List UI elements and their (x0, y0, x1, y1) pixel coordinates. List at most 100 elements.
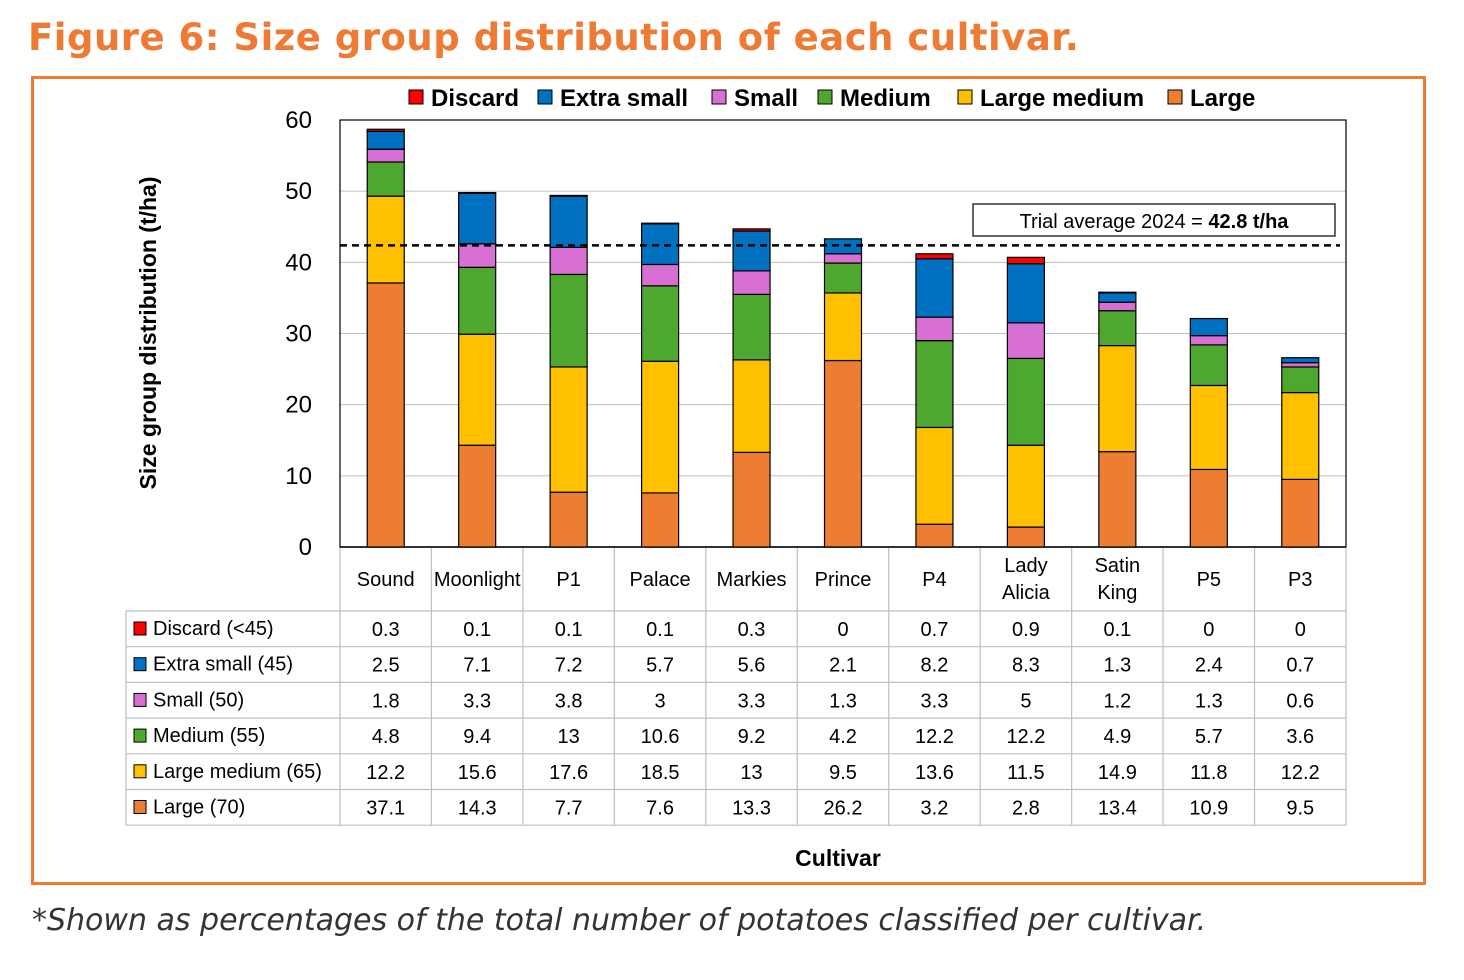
data-label: 9.4 (463, 726, 491, 748)
data-label: 4.8 (372, 726, 400, 748)
table-legend-swatch (133, 692, 147, 707)
data-label: 3.2 (921, 798, 949, 820)
trial-average-value: 42.8 t/ha (1208, 211, 1289, 233)
data-label: 9.2 (738, 726, 766, 748)
data-label: 0.7 (1286, 655, 1314, 677)
trial-average-text: Trial average 2024 = (1020, 211, 1209, 233)
bar-segment-large (1006, 526, 1046, 548)
bar-segment-large-medium (1098, 344, 1137, 453)
y-tick-label: 0 (299, 534, 312, 561)
data-label: 8.3 (1012, 655, 1040, 677)
bar-segment-extra-small (366, 130, 405, 150)
bar-segment-discard (640, 222, 680, 225)
y-tick-label: 30 (285, 321, 312, 348)
bar-segment-extra-small (732, 230, 771, 272)
bar-segment-small (732, 270, 771, 295)
data-label: 2.1 (829, 655, 857, 677)
legend-label: Extra small (560, 85, 688, 112)
data-label: 37.1 (366, 798, 405, 820)
legend-swatch (408, 89, 424, 105)
bar-segment-large-medium (1006, 444, 1046, 528)
data-label: 26.2 (824, 798, 863, 820)
data-label: 0.3 (738, 619, 766, 641)
data-label: 2.8 (1012, 798, 1040, 820)
legend-label: Large (1190, 85, 1255, 112)
bar-segment-extra-small (1006, 263, 1046, 324)
bar-segment-extra-small (1189, 317, 1228, 337)
table-legend-swatch (133, 621, 147, 636)
data-label: 7.6 (646, 798, 674, 820)
bar-segment-large (458, 444, 497, 548)
data-label: 3.8 (555, 690, 583, 712)
legend-swatch (711, 89, 727, 105)
data-label: 13 (740, 762, 762, 784)
category-label: Palace (630, 569, 691, 591)
category-label: Sound (357, 569, 415, 591)
data-label: 1.3 (1103, 655, 1131, 677)
table-legend-swatch (133, 657, 147, 672)
bar-segment-small (366, 148, 405, 163)
category-label: P5 (1197, 569, 1221, 591)
bar-segment-large-medium (1281, 391, 1320, 480)
data-label: 0.3 (372, 619, 400, 641)
data-label: 9.5 (1286, 798, 1314, 820)
bar-segment-medium (366, 161, 405, 197)
bar-segment-extra-small (1281, 357, 1320, 364)
data-label: 10.9 (1189, 798, 1228, 820)
bar-segment-medium (458, 266, 497, 335)
data-label: 0 (1203, 619, 1214, 641)
data-label: 17.6 (549, 762, 588, 784)
data-label: 7.7 (555, 798, 583, 820)
data-label: 0.9 (1012, 619, 1040, 641)
data-label: 4.2 (829, 726, 857, 748)
bar-segment-extra-small (915, 258, 954, 318)
data-label: 8.2 (921, 655, 949, 677)
bar-segment-large-medium (366, 195, 405, 284)
data-label: 11.5 (1007, 762, 1044, 784)
data-label: 3.3 (921, 690, 949, 712)
bar-segment-extra-small (640, 223, 680, 266)
data-label: 0 (837, 619, 848, 641)
bar-segment-large-medium (823, 292, 863, 362)
data-label: 5.7 (646, 655, 674, 677)
bar-segment-medium (732, 293, 771, 361)
bar-segment-discard (366, 128, 405, 132)
bar-segment-large (640, 492, 680, 548)
legend-swatch (537, 89, 553, 105)
footnote: *Shown as percentages of the total numbe… (32, 903, 1207, 938)
bar-segment-small (1189, 335, 1228, 346)
x-axis-label: Cultivar (795, 845, 881, 871)
bar-segment-large-medium (640, 360, 680, 494)
legend-swatch (817, 89, 833, 105)
data-label: 2.5 (372, 655, 400, 677)
trial-average-label: Trial average 2024 = 42.8 t/ha (1020, 211, 1290, 233)
bar-segment-large (366, 282, 405, 548)
category-label: Satin King (1095, 555, 1141, 604)
data-label: 4.9 (1103, 726, 1131, 748)
data-label: 0.1 (646, 619, 674, 641)
data-label: 5.6 (738, 655, 766, 677)
bar-segment-extra-small (1098, 292, 1137, 303)
legend-label: Small (734, 85, 798, 112)
figure-title: Figure 6: Size group distribution of eac… (28, 16, 1080, 59)
bar-segment-small (915, 316, 954, 342)
category-label: Prince (815, 569, 872, 591)
data-label: 3.3 (738, 690, 766, 712)
data-label: 12.2 (1281, 762, 1320, 784)
legend-swatch (1167, 89, 1183, 105)
data-label: 12.2 (1006, 726, 1045, 748)
data-label: 0.7 (921, 619, 949, 641)
bar-segment-large (1189, 468, 1228, 548)
data-label: 3.6 (1286, 726, 1314, 748)
data-label: 3 (655, 690, 666, 712)
bar-segment-small (1098, 301, 1137, 312)
table-legend-swatch (133, 728, 147, 743)
y-tick-label: 40 (285, 249, 312, 276)
data-label: 1.3 (1195, 690, 1223, 712)
data-label: 7.2 (555, 655, 583, 677)
bar-segment-small (1281, 362, 1320, 368)
data-label: 0.1 (463, 619, 491, 641)
bar-segment-medium (1098, 310, 1137, 347)
data-label: 1.8 (372, 690, 400, 712)
